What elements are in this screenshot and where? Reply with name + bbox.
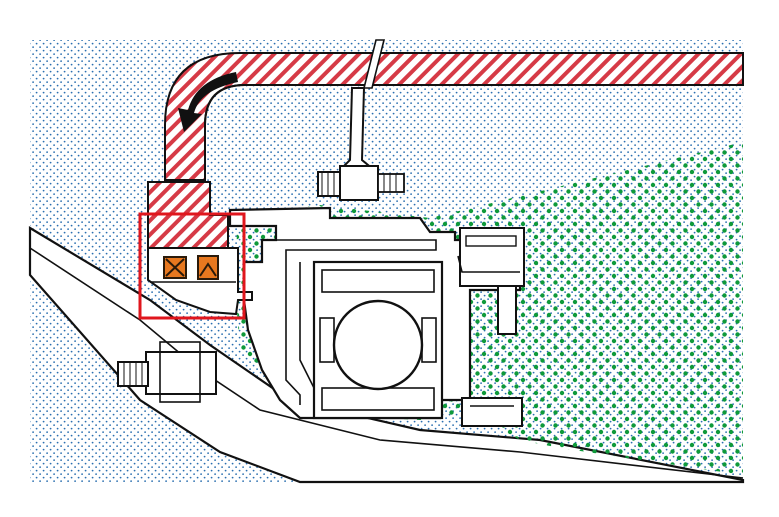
bearing-block — [312, 260, 444, 420]
bearing-ball — [332, 299, 424, 391]
top-bolt — [317, 165, 405, 201]
pipe-inner-edge — [204, 84, 743, 175]
right-flange — [457, 227, 525, 335]
highlight-box — [138, 212, 246, 320]
seal-pair — [163, 255, 219, 280]
curved-arrow-icon — [178, 72, 238, 132]
x-mark-seal-icon — [163, 256, 187, 279]
lower-retainer — [461, 397, 523, 427]
left-bolt — [117, 341, 217, 403]
casing-inner-line — [29, 247, 744, 479]
lower-casing-wedge — [28, 226, 745, 484]
chevron-seal-icon — [197, 255, 219, 280]
top-strut — [362, 39, 386, 89]
housing-channel — [276, 239, 437, 405]
